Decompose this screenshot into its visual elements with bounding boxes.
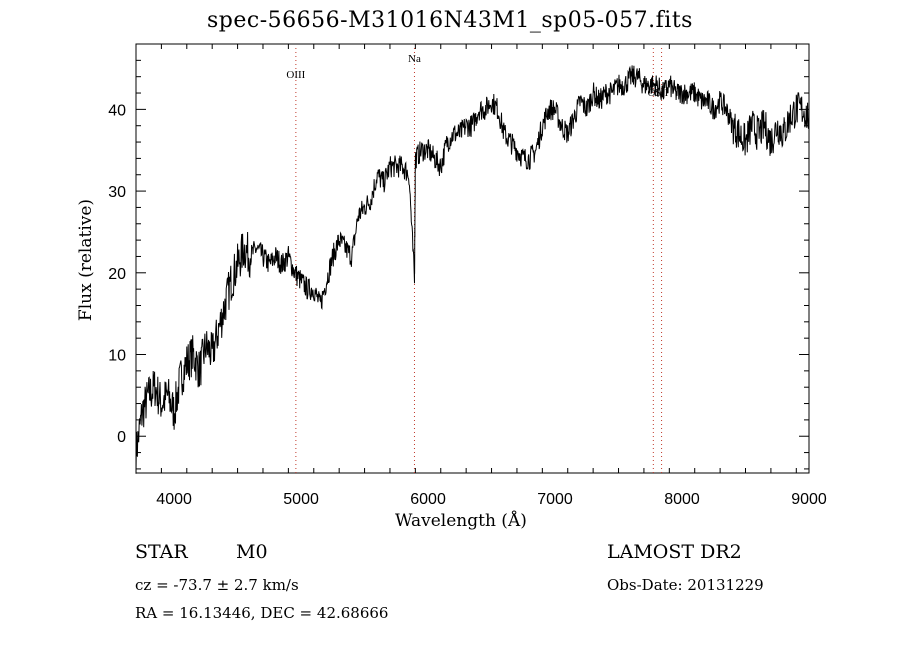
tick-marks	[135, 43, 809, 473]
y-tick-label: 10	[108, 348, 126, 365]
x-axis-label: Wavelength (Å)	[395, 511, 527, 531]
sky-coordinates: RA = 16.13446, DEC = 42.68666	[135, 604, 389, 622]
y-tick-label: 20	[108, 266, 126, 283]
object-class: STAR	[135, 541, 188, 563]
line-marker-label: OI	[648, 87, 660, 99]
survey-name: LAMOST DR2	[607, 541, 742, 563]
tick-labels: 4000 5000 6000 7000 8000 9000 0 10 20 30 40	[108, 102, 827, 508]
chart-title: spec-56656-M31016N43M1_sp05-057.fits	[207, 8, 693, 33]
plot-frame	[135, 43, 810, 474]
y-tick-label: 30	[108, 184, 126, 201]
object-subclass: M0	[236, 541, 268, 563]
plot-frame-group	[135, 43, 810, 474]
x-tick-label: 5000	[283, 491, 319, 508]
x-tick-label: 6000	[410, 491, 446, 508]
y-tick-label: 40	[108, 102, 126, 119]
observation-date: Obs-Date: 20131229	[607, 576, 764, 594]
line-marker-label: Na	[408, 53, 421, 65]
redshift-velocity: cz = -73.7 ± 2.7 km/s	[135, 576, 299, 594]
x-tick-label: 7000	[537, 491, 573, 508]
y-tick-label: 0	[117, 429, 126, 446]
x-tick-label: 8000	[664, 491, 700, 508]
y-axis-label: Flux (relative)	[76, 198, 96, 322]
spectrum-series-line	[135, 65, 810, 474]
x-tick-label: 9000	[791, 491, 827, 508]
line-marker-label: OIII	[286, 69, 305, 81]
x-tick-label: 4000	[156, 491, 192, 508]
